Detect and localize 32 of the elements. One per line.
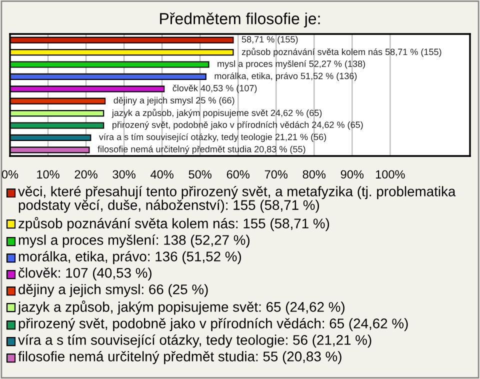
data-label: jazyk a způsob, jakým popisujeme svět 24,62 % (65) <box>112 108 322 118</box>
data-label: mysl a proces myšlení 52,27 % (138) <box>218 60 366 69</box>
data-label: způsob poznávání světa kolem nás 58,71 % (155) <box>242 48 442 57</box>
legend-label: mysl a proces myšlení: 138 (52,27 %) <box>18 234 250 248</box>
x-tick-label: 60% <box>226 170 250 179</box>
x-tick-label: 80% <box>302 170 326 179</box>
data-label: člověk 40,53 % (107) <box>172 84 257 94</box>
legend-label: víra a s tím související otázky, tedy teologie: 56 (21,21 %) <box>18 334 372 348</box>
data-label: 58,71 % (155) <box>242 36 298 44</box>
x-tick-label: 100% <box>376 170 405 179</box>
data-label: morálka, etika, právo 51,52 % (136) <box>214 72 357 81</box>
data-label: víra a s tím související otázky, tedy teologie 21,21 % (56) <box>98 133 326 142</box>
legend-label: jazyk a způsob, jakým popisujeme svět: 65 (24,62 %) <box>18 300 344 315</box>
legend-label: morálka, etika, právo: 136 (51,52 %) <box>18 251 242 264</box>
legend-label: způsob poznávání světa kolem nás: 155 (58,71 %) <box>18 217 330 232</box>
x-tick-label: 30% <box>112 170 136 179</box>
x-tick-label: 10% <box>37 170 60 179</box>
x-tick-label: 40% <box>150 170 174 179</box>
data-label: dějiny a jejich smysl 25 % (66) <box>114 96 234 106</box>
data-label: filosofie nemá určitelný předmět studia 20,83 % (55) <box>98 146 306 154</box>
chart-title: Předmětem filosofie je: <box>160 12 320 28</box>
x-tick-label: 90% <box>340 170 364 179</box>
x-tick-label: 70% <box>264 170 288 179</box>
data-label: přirozený svět, podobně jako v přírodních vědách 24,62 % (65) <box>112 121 363 130</box>
legend-label: filosofie nemá určitelný předmět studia: 55 (20,83 %) <box>18 351 342 364</box>
x-tick-label: 0% <box>2 170 18 179</box>
x-tick-label: 20% <box>74 170 98 179</box>
legend-label: člověk: 107 (40,53 %) <box>18 268 152 281</box>
legend-label: přirozený svět, podobně jako v přírodních vědách: 65 (24,62 %) <box>18 318 408 332</box>
x-tick-label: 50% <box>188 170 212 179</box>
legend-label: věci, které přesahují tento přirozený svět, a metafyzika (tj. problematika podstaty věcí, duše, náboženství): 155 (58,71 %) <box>18 186 456 213</box>
legend-label: dějiny a jejich smysl: 66 (25 %) <box>18 284 208 298</box>
